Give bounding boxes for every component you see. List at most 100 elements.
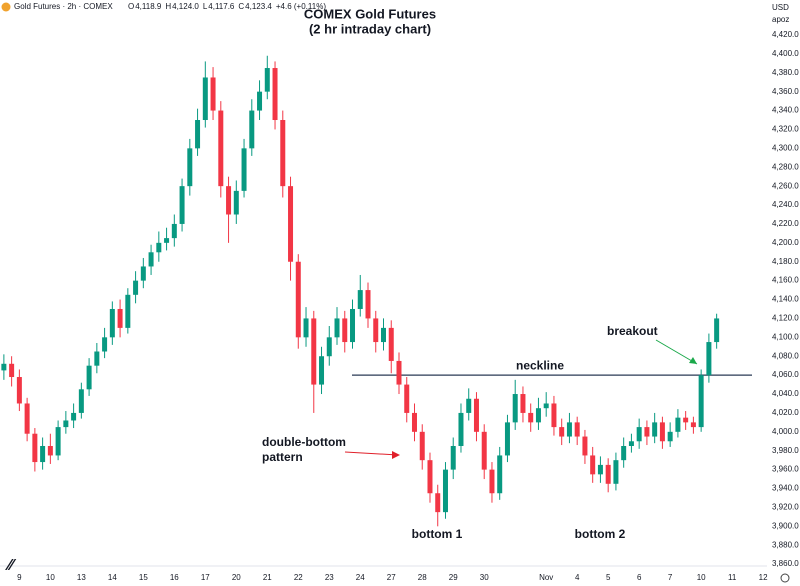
candle-body [652,422,658,437]
candle-body [675,417,681,432]
y-tick-label: 4,220.0 [772,219,799,228]
y-tick-label: 4,340.0 [772,106,799,115]
candle-body [350,308,356,343]
candle-body [171,223,177,239]
scale-mode: apoz [772,15,789,24]
ohlc-label: L [203,2,208,11]
arrow-head [689,357,697,364]
candle-body [659,422,665,442]
y-tick-label: 4,300.0 [772,143,799,152]
candle-body [706,342,712,376]
x-tick-label: 21 [263,573,272,582]
x-tick-label: 30 [480,573,489,582]
annotation: bottom 1 [412,527,463,541]
y-tick-label: 4,260.0 [772,181,799,190]
candle-body [450,445,456,470]
candle-body [78,389,84,413]
candle-body [40,445,46,463]
candle-body [590,455,596,475]
x-tick-label: 28 [418,573,427,582]
candle-body [628,441,634,446]
y-tick-label: 4,080.0 [772,351,799,360]
annotation: double-bottom [262,435,346,449]
candle-body [24,403,30,434]
y-tick-label: 3,960.0 [772,465,799,474]
candle-body [140,266,146,281]
neckline-label: neckline [516,358,564,372]
candle-body [319,356,325,385]
x-tick-label: 29 [449,573,458,582]
y-tick-label: 4,320.0 [772,125,799,134]
x-tick-label: 5 [606,573,611,582]
candle-body [481,431,487,470]
y-tick-label: 4,060.0 [772,370,799,379]
candle-body [47,445,53,456]
candle-body [435,493,441,513]
candle-body [280,120,286,187]
candle-body [528,412,534,423]
candle-body [566,422,572,437]
candle-body [334,318,340,338]
y-tick-label: 4,200.0 [772,238,799,247]
candle-body [86,365,92,390]
candle-body [179,186,185,224]
candle-body [535,408,541,423]
x-tick-label: 9 [17,573,22,582]
x-tick-label: 10 [697,573,706,582]
y-tick-label: 4,280.0 [772,162,799,171]
candle-body [636,427,642,442]
candle-body [295,261,301,338]
candle-body [381,327,386,343]
candle-body [404,384,410,413]
arrow-head [392,451,400,459]
candle-body [388,327,394,361]
settings-icon[interactable] [780,573,790,583]
symbol-icon [1,2,11,12]
candle-body [419,431,425,461]
candle-body [241,148,247,191]
y-tick-label: 3,920.0 [772,503,799,512]
y-tick-label: 4,140.0 [772,295,799,304]
candle-body [326,337,332,357]
candle-body [466,398,472,413]
x-tick-label: 20 [232,573,241,582]
candle-body [210,77,216,111]
candle-body [597,464,603,475]
candle-body [257,91,263,111]
chart-subtitle: (2 hr intraday chart) [309,21,431,36]
candle-body [311,318,317,385]
annotation: pattern [262,450,303,464]
ohlc-value: 4,117.6 [208,2,235,11]
ohlc-label: H [165,2,171,11]
candle-body [272,68,278,121]
candle-body [55,427,61,456]
candle-body [520,394,526,413]
ohlc-value: 4,118.9 [135,2,162,11]
arrow [344,451,399,456]
candle-body [411,412,417,432]
symbol: Gold Futures · 2h · COMEX [14,2,113,11]
x-tick-label: Nov [539,573,553,582]
y-tick-label: 4,040.0 [772,389,799,398]
candle-body [373,318,379,343]
candle-body [264,68,270,92]
candle-body [187,148,193,187]
candle-body [621,445,627,461]
ohlc-label: O [128,2,134,11]
candle-body [690,422,696,428]
y-tick-label: 3,880.0 [772,540,799,549]
x-tick-label: 10 [46,573,55,582]
candle-body [218,110,224,187]
candle-body [226,186,232,215]
candle-body [109,308,115,338]
candle-body [512,394,518,423]
ohlc-value: 4,123.4 [245,2,272,11]
candle-body [357,290,363,309]
x-tick-label: 23 [325,573,334,582]
candle-body [442,469,448,513]
candle-body [102,337,108,352]
candle-body [613,460,619,484]
x-tick-label: 14 [108,573,117,582]
x-tick-label: 4 [575,573,580,582]
